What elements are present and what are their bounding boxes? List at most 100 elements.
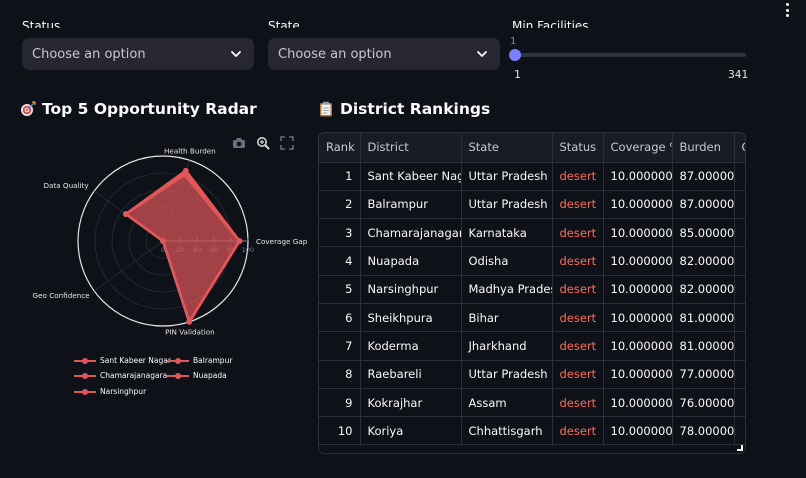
column-header[interactable]: State: [461, 133, 553, 163]
table-cell: [734, 246, 745, 276]
radar-section-title: Top 5 Opportunity Radar: [42, 100, 257, 118]
column-header[interactable]: District: [360, 133, 462, 163]
table-cell: [734, 331, 745, 361]
table-cell: Nuapada: [360, 246, 462, 276]
status-cell: desert: [552, 246, 604, 276]
status-cell: desert: [552, 218, 604, 248]
column-header[interactable]: Status: [552, 133, 604, 163]
slider-track[interactable]: [514, 53, 746, 57]
table-cell: 1: [319, 162, 361, 191]
radial-tick-label: 0: [161, 246, 165, 254]
radar-axis-label: Health Burden: [164, 146, 216, 155]
table-cell: Assam: [461, 388, 553, 418]
table-row[interactable]: 3 Chamarajanagara Karnataka desert 10.000000…: [319, 218, 745, 248]
table-cell: Uttar Pradesh: [461, 190, 553, 220]
status-cell: desert: [552, 416, 604, 446]
column-header[interactable]: Coverage %: [603, 133, 673, 163]
table-cell: Koderma: [360, 331, 462, 361]
table-cell: Uttar Pradesh: [461, 162, 553, 191]
chevron-down-icon: [231, 51, 241, 57]
table-cell: Bihar: [461, 303, 553, 333]
radar-axis-label: Geo Confidence: [33, 291, 91, 300]
table-cell: 4: [319, 246, 361, 276]
table-cell: 82.000000: [672, 275, 735, 304]
table-cell: 10.000000: [603, 416, 673, 446]
table-cell: Uttar Pradesh: [461, 360, 553, 389]
status-cell: desert: [552, 360, 604, 389]
resize-handle-icon[interactable]: [737, 445, 743, 451]
table-cell: [734, 190, 745, 220]
table-row[interactable]: 7 Koderma Jharkhand desert 10.000000 81.00000…: [319, 331, 745, 361]
radar-data-point: [236, 238, 243, 244]
table-cell: 10.000000: [603, 190, 673, 220]
status-cell: desert: [552, 303, 604, 333]
legend-item[interactable]: Sant Kabeer Nagar: [74, 356, 171, 365]
legend-label: Narsinghpur: [100, 387, 147, 396]
table-row[interactable]: 2 Balrampur Uttar Pradesh desert 10.000000 87…: [319, 190, 745, 220]
status-select[interactable]: Choose an option: [22, 38, 254, 70]
column-header[interactable]: C: [734, 133, 745, 163]
radar-series-area: [124, 173, 241, 324]
table-cell: Kokrajhar: [360, 388, 462, 418]
radial-tick-label: 80: [227, 246, 235, 254]
slider-min-value: 1: [514, 68, 521, 81]
slider-thumb[interactable]: [509, 49, 521, 61]
state-select[interactable]: Choose an option: [268, 38, 500, 70]
table-cell: [734, 416, 745, 446]
table-cell: 9: [319, 388, 361, 418]
radar-data-point: [181, 171, 188, 178]
table-cell: Sant Kabeer Nagar: [360, 162, 462, 191]
legend-item[interactable]: Narsinghpur: [74, 387, 146, 396]
clipboard-icon: [320, 101, 332, 117]
status-cell: desert: [552, 275, 604, 304]
table-cell: 10.000000: [603, 162, 673, 191]
legend-swatch-icon: [74, 372, 96, 379]
table-row[interactable]: 10 Koriya Chhattisgarh desert 10.000000 78.00…: [319, 416, 745, 446]
main-menu-icon[interactable]: [782, 2, 792, 18]
column-header[interactable]: Rank: [319, 133, 361, 163]
table-cell: 87.000000: [672, 162, 735, 191]
table-section-heading: District Rankings: [318, 100, 490, 118]
radar-spoke: [93, 240, 164, 292]
legend-item[interactable]: Balrampur: [167, 356, 232, 365]
state-filter-label: State: [268, 19, 300, 28]
table-cell: [734, 388, 745, 418]
zoom-icon[interactable]: [256, 136, 270, 150]
legend-label: Chamarajanagara: [100, 371, 168, 380]
radar-section-heading: Top 5 Opportunity Radar: [20, 100, 257, 118]
table-cell: Madhya Pradesh: [461, 275, 553, 304]
column-header[interactable]: Burden: [672, 133, 735, 163]
table-cell: 87.000000: [672, 190, 735, 220]
table-cell: 5: [319, 275, 361, 304]
radar-data-point: [160, 238, 166, 244]
table-cell: [734, 218, 745, 248]
radial-tick-label: 20: [176, 246, 184, 254]
table-cell: 81.000000: [672, 331, 735, 361]
table-cell: 10.000000: [603, 331, 673, 361]
table-cell: 10.000000: [603, 275, 673, 304]
table-row[interactable]: 8 Raebareli Uttar Pradesh desert 10.000000 77…: [319, 360, 745, 389]
facilities-slider[interactable]: 1 1 341: [509, 36, 750, 84]
legend-item[interactable]: Nuapada: [167, 371, 227, 380]
facilities-filter-label: Min Facilities: [512, 19, 589, 28]
table-cell: 10.000000: [603, 246, 673, 276]
table-cell: 10.000000: [603, 303, 673, 333]
fullscreen-icon[interactable]: [280, 136, 294, 150]
legend-label: Nuapada: [193, 371, 227, 380]
status-cell: desert: [552, 190, 604, 220]
table-cell: Karnataka: [461, 218, 553, 248]
status-cell: desert: [552, 388, 604, 418]
legend-item[interactable]: Chamarajanagara: [74, 371, 167, 380]
state-select-placeholder: Choose an option: [278, 46, 392, 62]
table-cell: 81.000000: [672, 303, 735, 333]
camera-icon[interactable]: [232, 136, 246, 150]
table-cell: Sheikhpura: [360, 303, 462, 333]
